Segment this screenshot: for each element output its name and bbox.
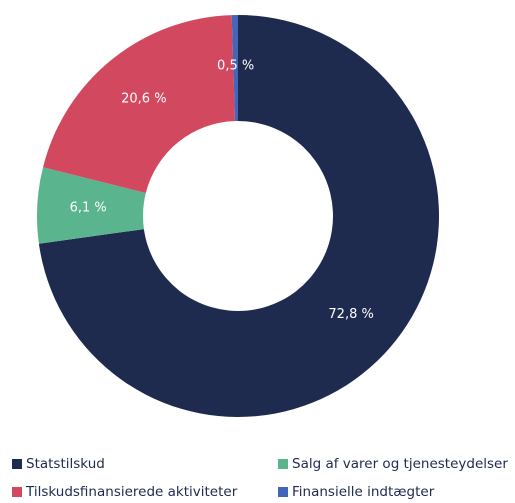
value-label: 20,6 %	[121, 92, 166, 107]
value-label: 6,1 %	[70, 200, 107, 215]
donut-slice	[43, 15, 236, 193]
legend-label: Finansielle indtægter	[292, 484, 435, 500]
legend-swatch	[278, 459, 288, 469]
value-label: 72,8 %	[328, 307, 373, 322]
legend-swatch	[278, 487, 288, 497]
donut-slice	[231, 15, 238, 122]
legend-label: Statstilskud	[26, 456, 105, 472]
legend-label: Salg af varer og tjenesteydelser	[292, 456, 508, 472]
value-label: 0,5 %	[217, 59, 254, 74]
donut-slice	[37, 167, 146, 244]
legend-swatch	[12, 459, 22, 469]
legend-label: Tilskudsfinansierede aktiviteter	[25, 484, 238, 500]
legend-swatch	[12, 487, 22, 497]
donut-slice	[38, 15, 440, 418]
